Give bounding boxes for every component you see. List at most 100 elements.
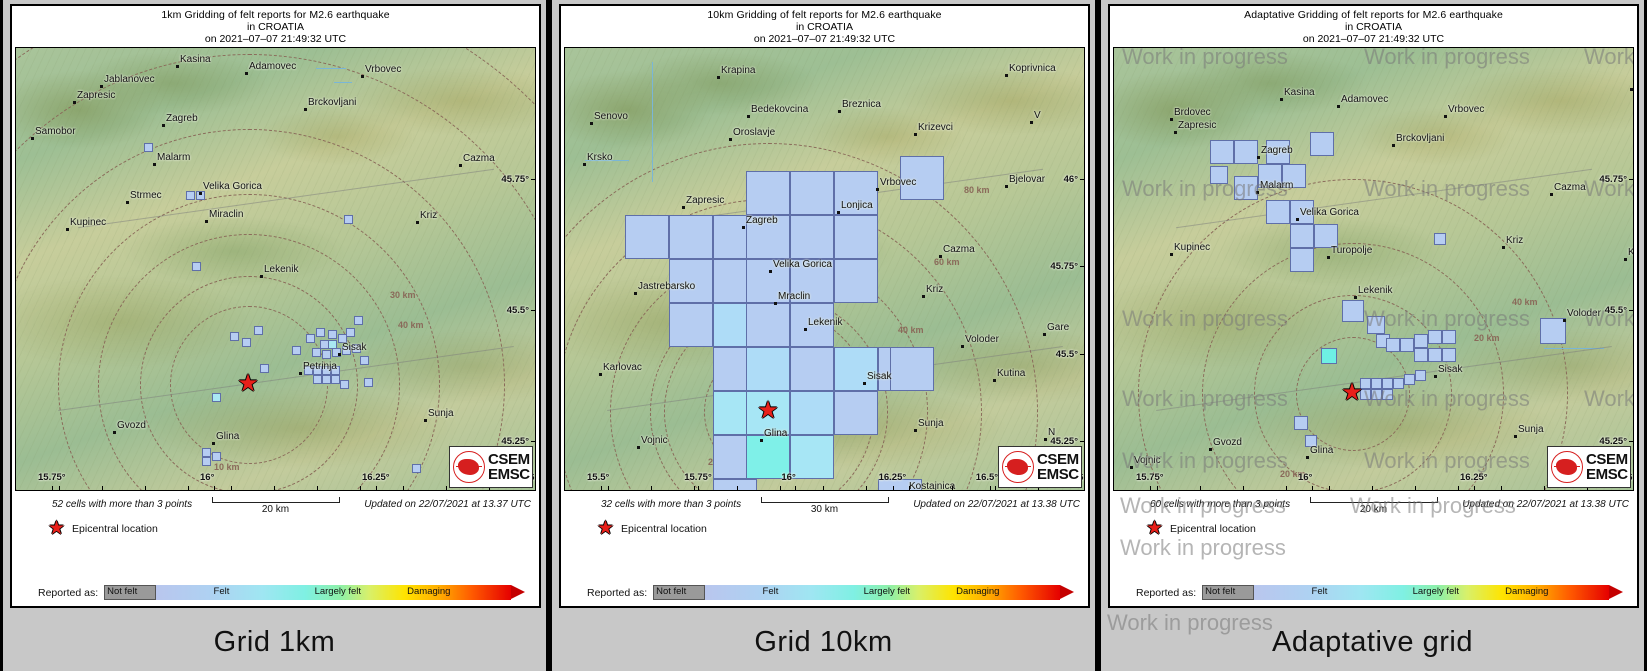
grid-cell[interactable] bbox=[834, 259, 878, 303]
grid-cell[interactable] bbox=[1360, 378, 1371, 389]
grid-cell[interactable] bbox=[1415, 370, 1426, 381]
grid-cell[interactable] bbox=[354, 316, 363, 325]
grid-cell[interactable] bbox=[1442, 330, 1456, 344]
grid-cell[interactable] bbox=[230, 332, 239, 341]
grid-cell[interactable] bbox=[144, 143, 153, 152]
grid-cell[interactable] bbox=[1386, 338, 1400, 352]
grid-cell[interactable] bbox=[1360, 389, 1371, 400]
grid-cell[interactable] bbox=[834, 391, 878, 435]
grid-cell[interactable] bbox=[790, 435, 834, 479]
grid-cell[interactable] bbox=[1290, 248, 1314, 272]
grid-cell[interactable] bbox=[344, 215, 353, 224]
grid-cell[interactable] bbox=[1266, 200, 1290, 224]
grid-cell[interactable] bbox=[1258, 164, 1282, 188]
grid-cell[interactable] bbox=[1294, 416, 1308, 430]
grid-cell[interactable] bbox=[1290, 224, 1314, 248]
grid-cell[interactable] bbox=[1382, 389, 1393, 400]
grid-cell[interactable] bbox=[346, 328, 355, 337]
grid-cell[interactable] bbox=[1282, 164, 1306, 188]
grid-cell[interactable] bbox=[242, 338, 251, 347]
grid-cell[interactable] bbox=[790, 391, 834, 435]
grid-cell[interactable] bbox=[292, 346, 301, 355]
grid-cell[interactable] bbox=[212, 452, 221, 461]
grid-cell[interactable] bbox=[342, 346, 351, 355]
grid-cell[interactable] bbox=[1414, 348, 1428, 362]
grid-cell[interactable] bbox=[834, 171, 878, 215]
grid-cell[interactable] bbox=[1371, 389, 1382, 400]
grid-cell[interactable] bbox=[186, 191, 195, 200]
grid-cell[interactable] bbox=[625, 215, 669, 259]
grid-cell[interactable] bbox=[1266, 140, 1290, 164]
grid-cell[interactable] bbox=[790, 303, 834, 347]
grid-cell[interactable] bbox=[1414, 334, 1428, 348]
grid-cell[interactable] bbox=[322, 366, 331, 375]
grid-cell[interactable] bbox=[878, 479, 922, 490]
grid-cell[interactable] bbox=[340, 380, 349, 389]
grid-cell[interactable] bbox=[1210, 166, 1228, 184]
grid-cell[interactable] bbox=[196, 191, 205, 200]
grid-cell[interactable] bbox=[746, 391, 790, 435]
grid-cell[interactable] bbox=[669, 259, 713, 303]
grid-cell[interactable] bbox=[1393, 378, 1404, 389]
grid-cell[interactable] bbox=[331, 375, 340, 384]
grid-cell[interactable] bbox=[790, 347, 834, 391]
grid-cell[interactable] bbox=[332, 348, 341, 357]
grid-cell[interactable] bbox=[746, 215, 790, 259]
grid-cell[interactable] bbox=[316, 328, 325, 337]
grid-cell[interactable] bbox=[1321, 348, 1337, 364]
grid-cell[interactable] bbox=[322, 350, 331, 359]
grid-cell[interactable] bbox=[331, 366, 340, 375]
grid-cell[interactable] bbox=[669, 303, 713, 347]
grid-cell[interactable] bbox=[1310, 132, 1334, 156]
grid-cell[interactable] bbox=[1371, 378, 1382, 389]
grid-cell[interactable] bbox=[360, 356, 369, 365]
grid-cell[interactable] bbox=[834, 347, 878, 391]
grid-cell[interactable] bbox=[834, 215, 878, 259]
grid-cell[interactable] bbox=[1434, 233, 1446, 245]
grid-cell[interactable] bbox=[1314, 224, 1338, 248]
grid-cell[interactable] bbox=[1234, 140, 1258, 164]
grid-cell[interactable] bbox=[746, 435, 790, 479]
grid-cell[interactable] bbox=[1290, 200, 1314, 224]
grid-cell[interactable] bbox=[669, 215, 713, 259]
grid-cell[interactable] bbox=[1210, 140, 1234, 164]
grid-cell[interactable] bbox=[306, 334, 315, 343]
grid-cell[interactable] bbox=[313, 366, 322, 375]
grid-cell[interactable] bbox=[790, 259, 834, 303]
grid-cell[interactable] bbox=[338, 334, 347, 343]
grid-cell[interactable] bbox=[202, 457, 211, 466]
grid-cell[interactable] bbox=[1442, 348, 1456, 362]
grid-cell[interactable] bbox=[1404, 374, 1415, 385]
grid-cell[interactable] bbox=[900, 156, 944, 200]
grid-cell[interactable] bbox=[1400, 338, 1414, 352]
grid-cell[interactable] bbox=[790, 171, 834, 215]
grid-cell[interactable] bbox=[202, 448, 211, 457]
grid-cell[interactable] bbox=[304, 366, 313, 375]
grid-cell[interactable] bbox=[1234, 176, 1258, 200]
grid-cell[interactable] bbox=[1428, 348, 1442, 362]
grid-cell[interactable] bbox=[746, 347, 790, 391]
grid-cell[interactable] bbox=[1382, 378, 1393, 389]
grid-cell[interactable] bbox=[192, 262, 201, 271]
grid-cell[interactable] bbox=[352, 344, 361, 353]
grid-cell[interactable] bbox=[1342, 300, 1364, 322]
grid-cell[interactable] bbox=[1428, 330, 1442, 344]
grid-cell[interactable] bbox=[254, 326, 263, 335]
grid-cell[interactable] bbox=[260, 364, 269, 373]
grid-cell[interactable] bbox=[212, 393, 221, 402]
grid-cell[interactable] bbox=[746, 259, 790, 303]
grid-cell[interactable] bbox=[412, 464, 421, 473]
grid-cell[interactable] bbox=[746, 303, 790, 347]
grid-cell[interactable] bbox=[328, 330, 337, 339]
grid-cell[interactable] bbox=[1305, 435, 1317, 447]
grid-cell[interactable] bbox=[364, 378, 373, 387]
grid-cell[interactable] bbox=[312, 348, 321, 357]
grid-cell[interactable] bbox=[1367, 316, 1385, 334]
grid-cell[interactable] bbox=[713, 479, 757, 490]
grid-cell[interactable] bbox=[322, 375, 331, 384]
grid-cell[interactable] bbox=[890, 347, 934, 391]
grid-cell[interactable] bbox=[313, 375, 322, 384]
